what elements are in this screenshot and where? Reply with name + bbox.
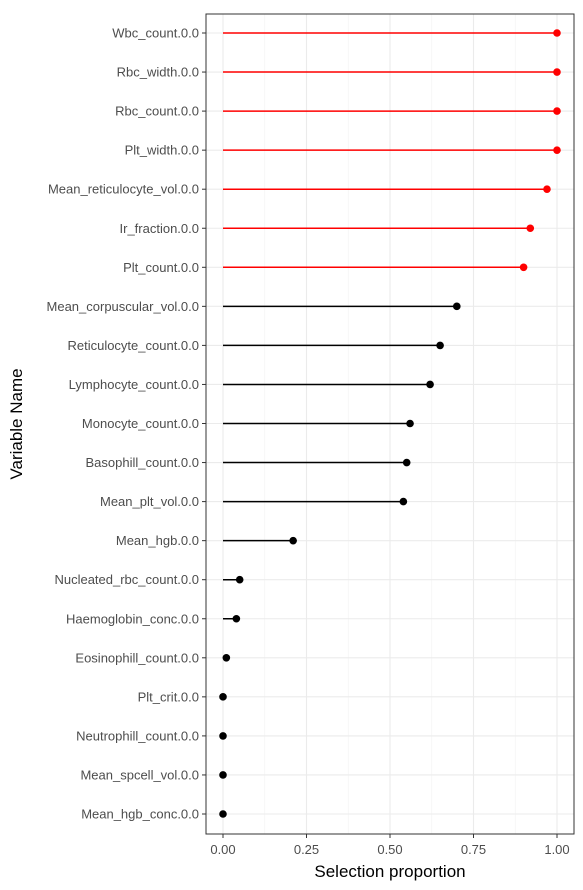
y-tick-label: Neutrophill_count.0.0 bbox=[76, 728, 199, 743]
lollipop-point bbox=[222, 654, 231, 662]
x-tick-label: 0.25 bbox=[294, 842, 319, 857]
x-tick-label: 0.75 bbox=[461, 842, 486, 857]
lollipop-point bbox=[553, 29, 561, 37]
y-tick-label: Ir_fraction.0.0 bbox=[120, 221, 200, 236]
x-tick-layer: 0.00 0.25 0.50 0.75 1.00 bbox=[210, 834, 570, 857]
y-tick-label: Nucleated_rbc_count.0.0 bbox=[54, 572, 199, 587]
lollipop-point bbox=[219, 771, 227, 779]
y-tick-label: Reticulocyte_count.0.0 bbox=[67, 338, 199, 353]
lollipop-point bbox=[426, 380, 434, 389]
lollipop-point bbox=[235, 575, 244, 584]
lollipop-point bbox=[232, 614, 241, 623]
lollipop-point bbox=[402, 458, 411, 467]
y-tick-label: Rbc_width.0.0 bbox=[117, 65, 199, 80]
y-tick-label: Wbc_count.0.0 bbox=[112, 26, 199, 41]
stem-layer bbox=[223, 32, 557, 659]
x-tick-label: 1.00 bbox=[544, 842, 569, 857]
lollipop-point bbox=[519, 263, 528, 272]
y-tick-label: Eosinophill_count.0.0 bbox=[75, 650, 199, 665]
y-tick-label: Mean_plt_vol.0.0 bbox=[100, 494, 199, 509]
y-tick-label: Plt_count.0.0 bbox=[123, 260, 199, 275]
y-tick-label: Lymphocyte_count.0.0 bbox=[69, 377, 199, 392]
lollipop-point bbox=[553, 68, 561, 76]
y-tick-label: Haemoglobin_conc.0.0 bbox=[66, 611, 199, 626]
y-tick-label: Mean_corpuscular_vol.0.0 bbox=[47, 299, 199, 314]
y-tick-label: Basophill_count.0.0 bbox=[86, 455, 199, 470]
y-tick-label: Rbc_count.0.0 bbox=[115, 104, 199, 119]
x-tick-label: 0.00 bbox=[210, 842, 235, 857]
y-tick-label: Mean_reticulocyte_vol.0.0 bbox=[48, 182, 199, 197]
y-tick-label: Mean_spcell_vol.0.0 bbox=[80, 767, 199, 782]
lollipop-point bbox=[219, 810, 227, 818]
y-tick-label: Monocyte_count.0.0 bbox=[82, 416, 199, 431]
lollipop-point bbox=[453, 302, 461, 311]
lollipop-point bbox=[436, 341, 444, 350]
lollipop-point bbox=[406, 419, 414, 428]
y-tick-label: Mean_hgb.0.0 bbox=[116, 533, 199, 548]
y-tick-label: Plt_width.0.0 bbox=[125, 143, 199, 158]
lollipop-point bbox=[553, 107, 561, 115]
y-tick-layer: Wbc_count.0.0 Rbc_width.0.0 Rbc_count.0.0 P… bbox=[47, 26, 206, 822]
y-axis-title: Variable Name bbox=[7, 368, 26, 479]
x-axis-title: Selection proportion bbox=[314, 862, 465, 881]
lollipop-point bbox=[219, 732, 227, 740]
lollipop-point bbox=[553, 146, 561, 154]
y-tick-label: Plt_crit.0.0 bbox=[138, 689, 199, 704]
x-tick-label: 0.50 bbox=[377, 842, 402, 857]
lollipop-point bbox=[219, 693, 227, 701]
point-layer bbox=[219, 29, 561, 818]
lollipop-point bbox=[526, 224, 535, 233]
lollipop-point bbox=[289, 536, 297, 545]
plot-panel-border bbox=[205, 13, 575, 835]
y-tick-label: Mean_hgb_conc.0.0 bbox=[81, 807, 199, 822]
lollipop-point bbox=[543, 185, 551, 193]
lollipop-point bbox=[399, 497, 408, 506]
